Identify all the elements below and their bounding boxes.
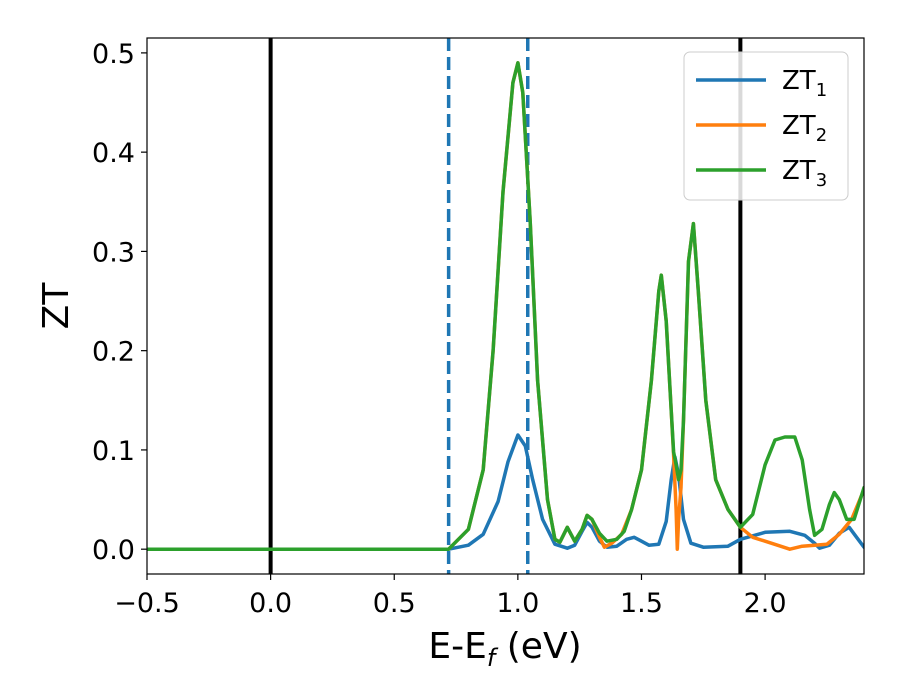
y-tick-label: 0.4 <box>92 138 135 169</box>
x-axis-label: E-Ef (eV) <box>428 626 581 672</box>
plot-frame <box>146 37 865 575</box>
x-tick-label: 0.0 <box>249 588 292 619</box>
x-tick-label: 0.5 <box>373 588 416 619</box>
legend: ZT1 ZT2 ZT3 <box>683 51 849 201</box>
y-tick-label: 0.3 <box>92 237 135 268</box>
legend-label-3: ZT3 <box>782 156 827 191</box>
legend-label-2: ZT2 <box>782 111 827 146</box>
series-line-1 <box>147 433 864 551</box>
x-tick-label: −0.5 <box>114 588 180 619</box>
y-tick-label: 0.5 <box>92 39 135 70</box>
x-tick-label: 1.0 <box>496 588 539 619</box>
y-axis-label: ZT <box>36 282 77 330</box>
y-tick-label: 0.1 <box>92 436 135 467</box>
legend-label-1: ZT1 <box>782 66 827 101</box>
y-tick-label: 0.0 <box>92 535 135 566</box>
series-line-3 <box>147 61 864 551</box>
x-tick-label: 2.0 <box>744 588 787 619</box>
x-tick-label: 1.5 <box>620 588 663 619</box>
y-tick-label: 0.2 <box>92 337 135 368</box>
